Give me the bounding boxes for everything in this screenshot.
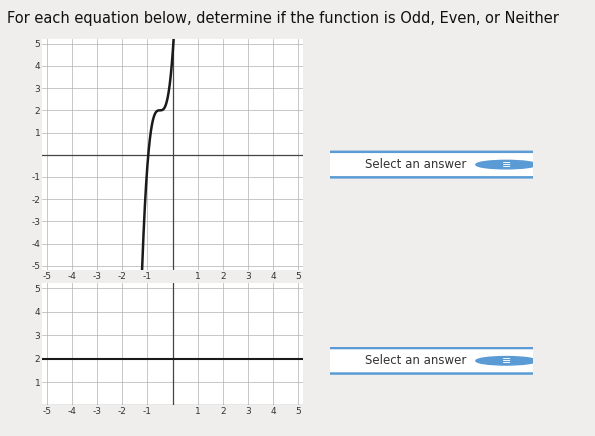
FancyBboxPatch shape <box>326 152 537 177</box>
Text: For each equation below, determine if the function is Odd, Even, or Neither: For each equation below, determine if th… <box>7 11 559 26</box>
Circle shape <box>476 160 537 169</box>
FancyBboxPatch shape <box>326 348 537 374</box>
Text: ≡: ≡ <box>502 356 511 366</box>
Text: Select an answer: Select an answer <box>365 158 466 171</box>
Text: ≡: ≡ <box>502 160 511 170</box>
Circle shape <box>476 357 537 365</box>
Text: Select an answer: Select an answer <box>365 354 466 367</box>
